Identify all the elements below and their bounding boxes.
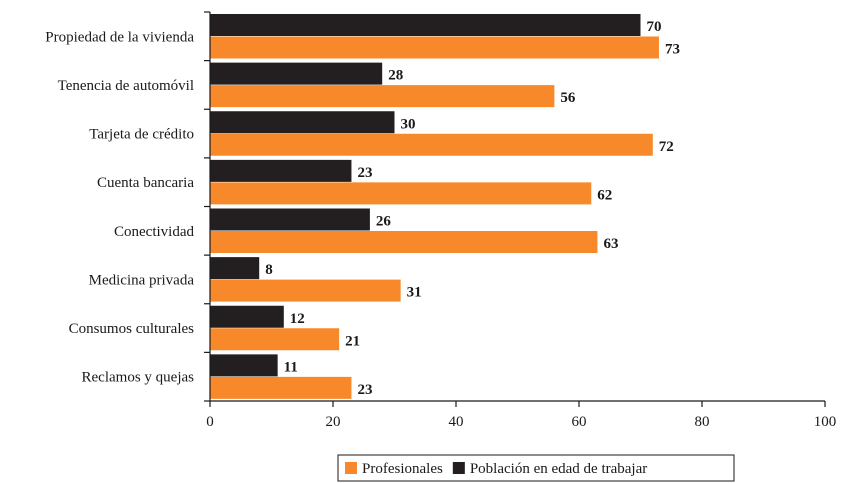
category-label-conectividad: Conectividad	[114, 224, 194, 240]
value-label-poblacion-en-edad-de-trabajar-cuenta-bancaria: 23	[357, 165, 372, 181]
value-label-profesionales-medicina-privada: 31	[407, 285, 422, 301]
bar-profesionales-consumos-culturales	[210, 328, 340, 351]
category-label-tenencia-de-automovil: Tenencia de automóvil	[58, 78, 194, 94]
value-label-poblacion-en-edad-de-trabajar-consumos-culturales: 12	[290, 311, 305, 327]
bar-poblacion-en-edad-de-trabajar-consumos-culturales	[210, 305, 284, 328]
bar-profesionales-propiedad-de-la-vivienda	[210, 36, 659, 59]
x-tick-label-100: 100	[814, 414, 837, 430]
bar-poblacion-en-edad-de-trabajar-reclamos-y-quejas	[210, 354, 278, 377]
x-tick-label-40: 40	[449, 414, 464, 430]
axes-group: 0 20 40 60 80 100	[204, 11, 837, 430]
x-tick-label-20: 20	[326, 414, 341, 430]
value-label-poblacion-en-edad-de-trabajar-medicina-privada: 8	[265, 262, 273, 278]
legend: Profesionales Población en edad de trabaj…	[337, 454, 735, 482]
legend-swatch-profesionales	[345, 462, 357, 474]
bar-poblacion-en-edad-de-trabajar-conectividad	[210, 208, 370, 231]
category-label-medicina-privada: Medicina privada	[89, 272, 195, 288]
category-label-cuenta-bancaria: Cuenta bancaria	[97, 175, 194, 191]
value-label-poblacion-en-edad-de-trabajar-tenencia-de-automovil: 28	[388, 68, 403, 84]
value-label-poblacion-en-edad-de-trabajar-tarjeta-de-credito: 30	[401, 116, 416, 132]
bar-poblacion-en-edad-de-trabajar-tenencia-de-automovil	[210, 62, 383, 85]
category-label-consumos-culturales: Consumos culturales	[69, 321, 195, 337]
bars-group	[210, 14, 659, 399]
value-label-profesionales-consumos-culturales: 21	[345, 333, 360, 349]
bar-profesionales-conectividad	[210, 231, 598, 253]
category-label-reclamos-y-quejas: Reclamos y quejas	[82, 370, 195, 386]
value-label-poblacion-en-edad-de-trabajar-conectividad: 26	[376, 214, 392, 230]
legend-swatch-poblacion-en-edad-de-trabajar	[452, 462, 465, 474]
bar-poblacion-en-edad-de-trabajar-medicina-privada	[210, 257, 260, 280]
value-label-profesionales-tenencia-de-automovil: 56	[560, 90, 576, 106]
bar-poblacion-en-edad-de-trabajar-tarjeta-de-credito	[210, 111, 395, 134]
bar-profesionales-medicina-privada	[210, 279, 401, 302]
value-label-poblacion-en-edad-de-trabajar-reclamos-y-quejas: 11	[284, 359, 298, 375]
bar-profesionales-reclamos-y-quejas	[210, 376, 352, 399]
bar-profesionales-tarjeta-de-credito	[210, 133, 653, 156]
bar-poblacion-en-edad-de-trabajar-cuenta-bancaria	[210, 159, 352, 182]
value-label-profesionales-propiedad-de-la-vivienda: 73	[665, 42, 680, 58]
value-label-profesionales-reclamos-y-quejas: 23	[357, 382, 372, 398]
legend-label-poblacion-en-edad-de-trabajar: Población en edad de trabajar	[470, 461, 647, 477]
value-label-profesionales-tarjeta-de-credito: 72	[659, 139, 674, 155]
bar-poblacion-en-edad-de-trabajar-propiedad-de-la-vivienda	[210, 14, 641, 36]
x-tick-label-60: 60	[572, 414, 587, 430]
bar-profesionales-tenencia-de-automovil	[210, 85, 555, 108]
value-label-poblacion-en-edad-de-trabajar-propiedad-de-la-vivienda: 70	[647, 19, 662, 35]
legend-label-profesionales: Profesionales	[362, 461, 443, 477]
legend-box	[337, 454, 735, 482]
bar-profesionales-cuenta-bancaria	[210, 182, 592, 205]
x-tick-label-80: 80	[695, 414, 710, 430]
category-label-tarjeta-de-credito: Tarjeta de crédito	[89, 127, 194, 143]
x-tick-label-0: 0	[206, 414, 214, 430]
category-label-propiedad-de-la-vivienda: Propiedad de la vivienda	[45, 29, 194, 45]
value-label-profesionales-cuenta-bancaria: 62	[597, 187, 612, 203]
value-label-profesionales-conectividad: 63	[603, 236, 618, 252]
